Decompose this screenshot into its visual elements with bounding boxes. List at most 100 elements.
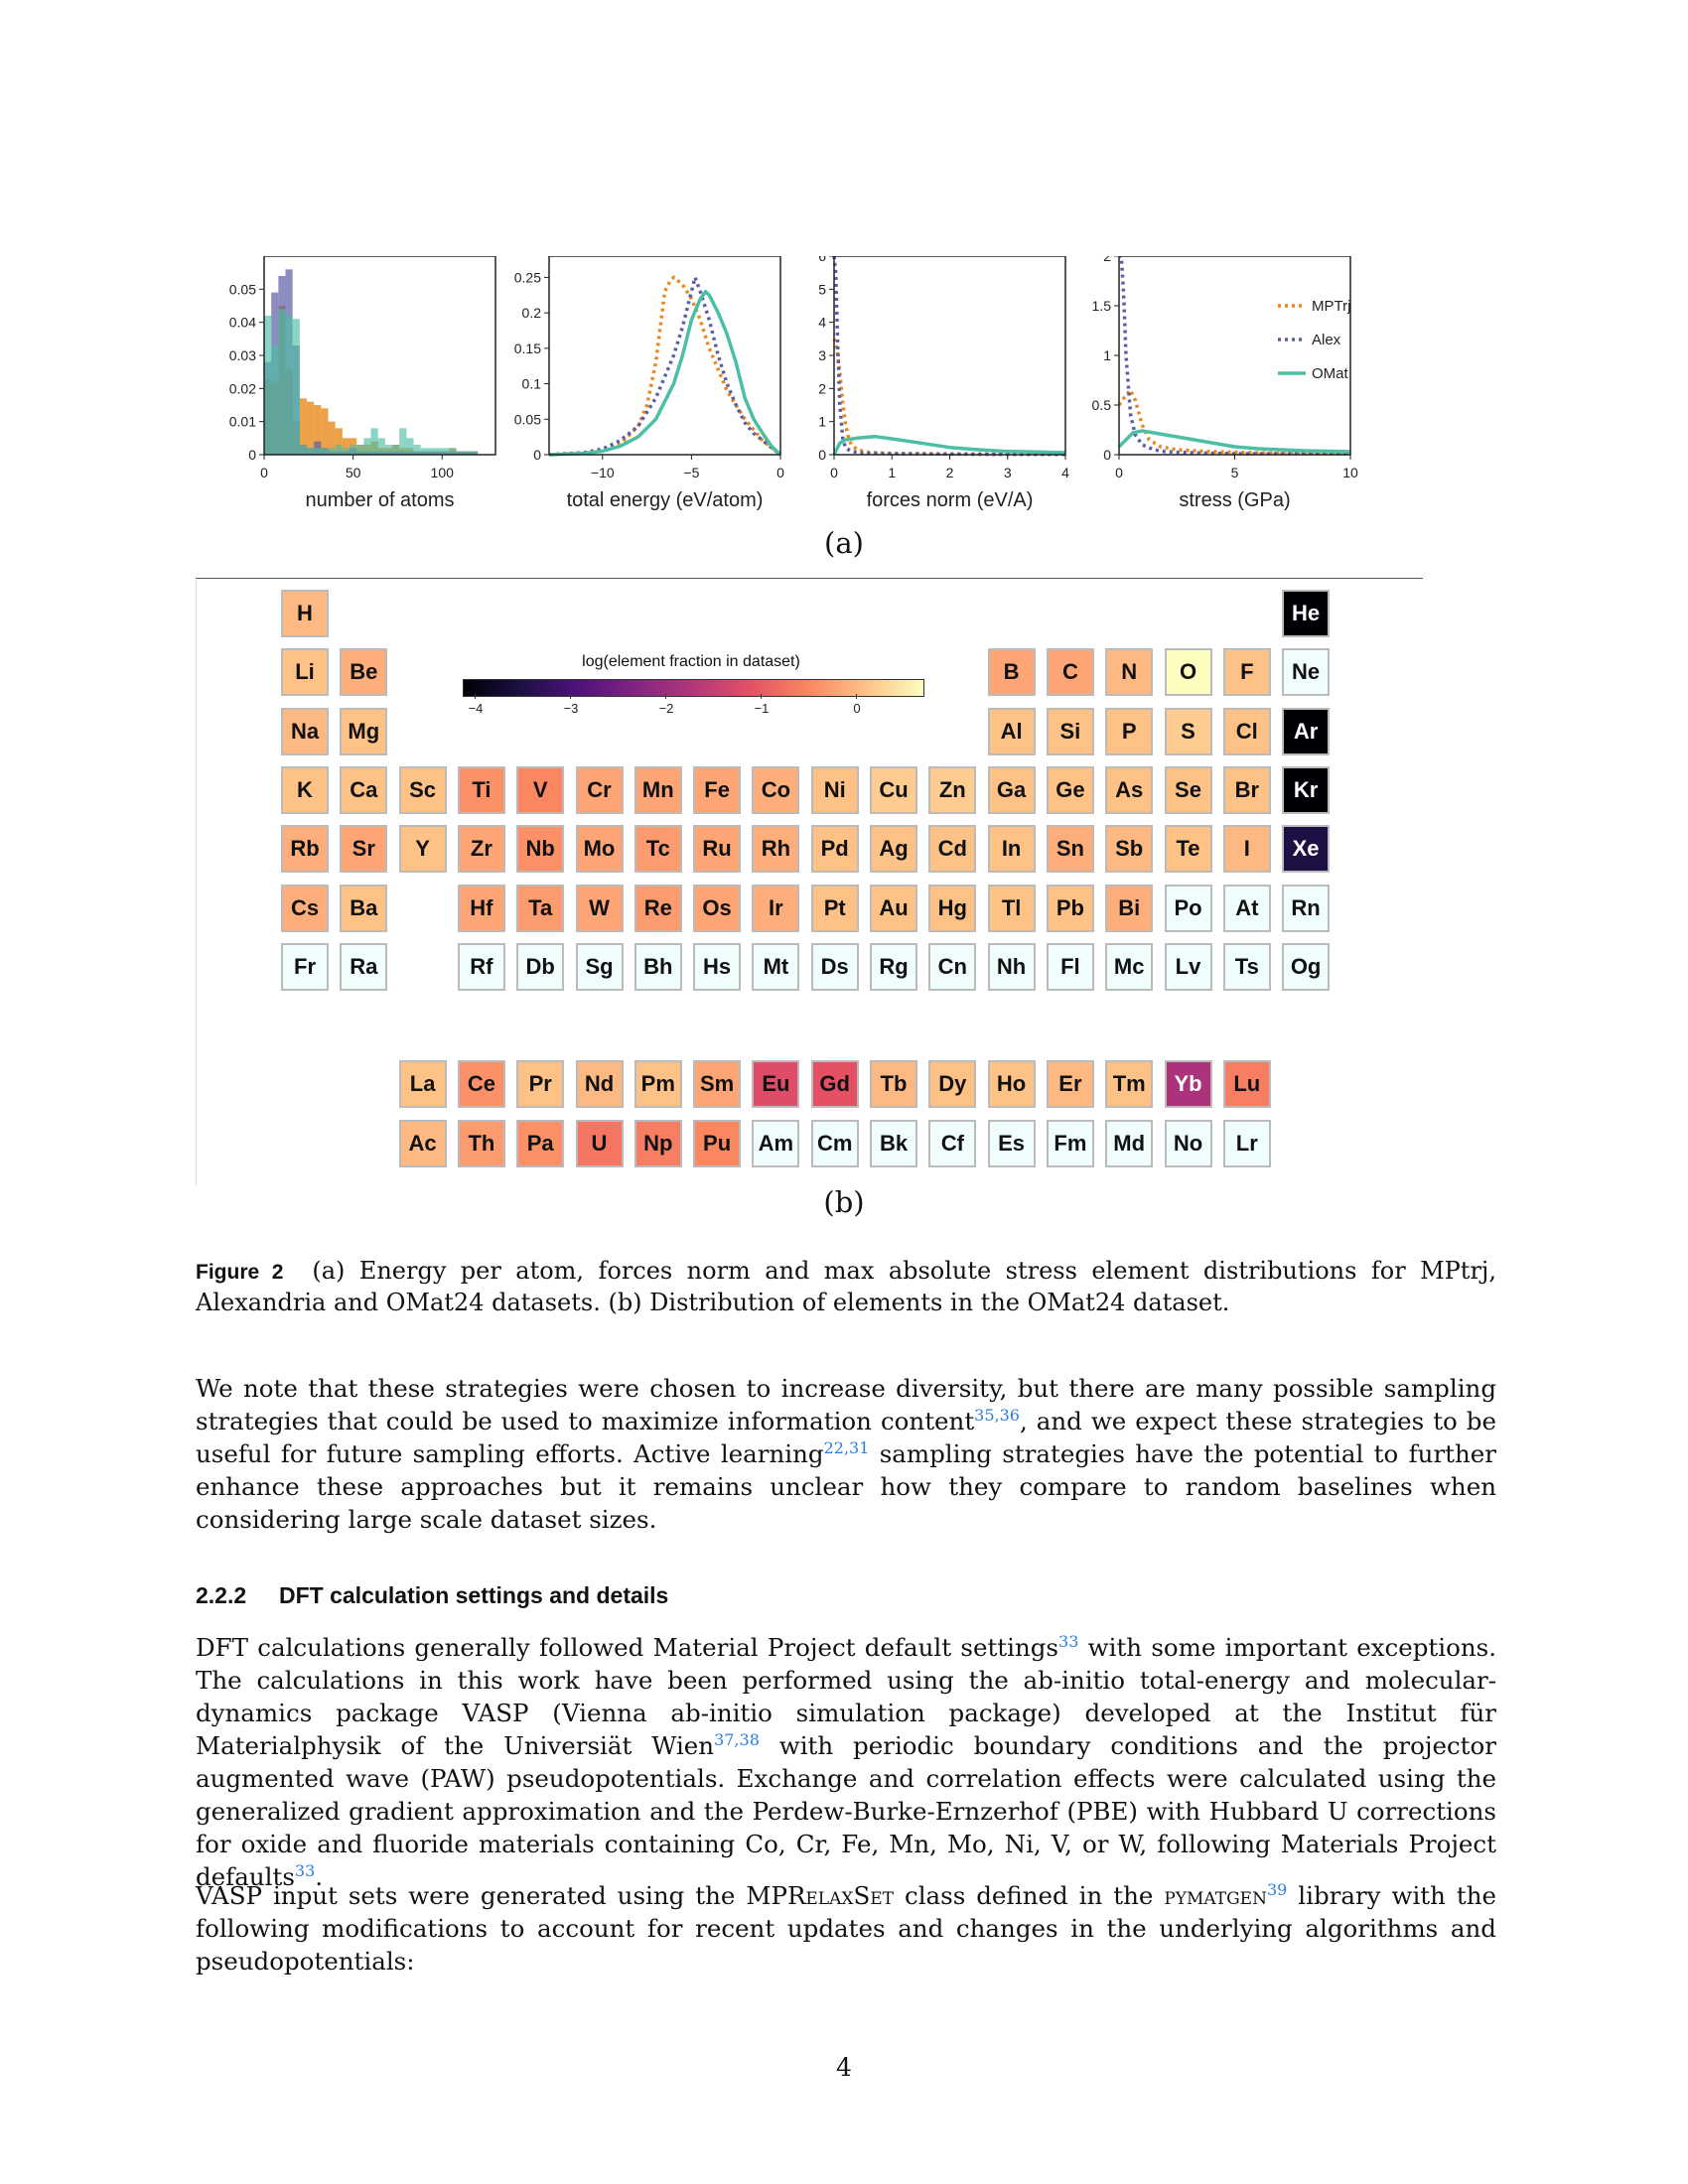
figure-b-label: (b)	[823, 1185, 865, 1219]
series-line-omat	[832, 434, 1066, 456]
element-cell-sn: Sn	[1046, 825, 1094, 874]
element-cell-ir: Ir	[752, 884, 800, 932]
colorbar-tick: −4	[456, 694, 495, 716]
y-tick-label: 1.5	[1092, 298, 1112, 314]
citation-link[interactable]: 37,38	[714, 1730, 760, 1749]
hist-bar-omat	[377, 438, 385, 455]
hist-bar-omat	[392, 445, 400, 455]
x-tick-label: 0	[776, 465, 784, 480]
element-cell-o: O	[1164, 648, 1212, 697]
hist-bar-omat	[342, 448, 351, 455]
element-cell-hg: Hg	[928, 884, 977, 932]
hist-bar-omat	[399, 428, 407, 455]
y-tick-label: 0.1	[522, 376, 542, 392]
citation-link[interactable]: 22,31	[823, 1438, 870, 1457]
element-cell-nh: Nh	[987, 942, 1036, 991]
colorbar	[463, 679, 924, 697]
element-cell-nd: Nd	[575, 1060, 624, 1109]
element-cell-sb: Sb	[1105, 825, 1154, 874]
periodic-table-heatmap: log(element fraction in dataset) −4 −3 −…	[196, 580, 1424, 1185]
element-cell-lv: Lv	[1164, 942, 1212, 991]
y-tick-label: 0	[533, 447, 541, 463]
x-axis-label: number of atoms	[305, 489, 454, 511]
element-cell-w: W	[575, 884, 624, 932]
citation-link[interactable]: 33	[294, 1861, 316, 1880]
element-cell-u: U	[575, 1119, 624, 1167]
text: , and we expect these strategies to be u…	[196, 1407, 1496, 1468]
hist-bar-omat	[456, 451, 464, 455]
element-cell-pt: Pt	[810, 884, 859, 932]
hist-bar-omat	[420, 448, 428, 455]
element-cell-rg: Rg	[870, 942, 917, 991]
y-tick-label: 0.5	[1092, 397, 1112, 413]
citation-link[interactable]: 33	[1058, 1632, 1079, 1651]
element-cell-s: S	[1164, 707, 1212, 755]
element-cell-fm: Fm	[1046, 1119, 1094, 1167]
element-cell-cm: Cm	[810, 1119, 859, 1167]
element-cell-md: Md	[1105, 1119, 1154, 1167]
element-cell-sc: Sc	[398, 765, 447, 814]
element-cell-ca: Ca	[340, 765, 388, 814]
element-cell-li: Li	[281, 648, 329, 697]
element-cell-k: K	[281, 765, 329, 814]
element-cell-ga: Ga	[987, 765, 1036, 814]
element-cell-fe: Fe	[693, 765, 742, 814]
x-tick-label: 2	[946, 465, 954, 480]
element-cell-lu: Lu	[1222, 1060, 1271, 1109]
element-cell-ti: Ti	[457, 765, 505, 814]
y-tick-label: 2	[1103, 256, 1111, 264]
series-line-alex	[832, 256, 1065, 457]
element-cell-re: Re	[633, 884, 682, 932]
x-tick-label: −10	[591, 465, 615, 480]
library-name: pymatgen	[1164, 1881, 1267, 1910]
element-cell-eu: Eu	[752, 1060, 800, 1109]
element-cell-mt: Mt	[752, 942, 800, 991]
hist-bar-omat	[384, 445, 393, 455]
element-cell-tl: Tl	[987, 884, 1036, 932]
element-cell-co: Co	[752, 765, 800, 814]
element-cell-si: Si	[1046, 707, 1094, 755]
hist-bar-omat	[370, 428, 378, 455]
legend-label: MPTrj	[1312, 298, 1350, 315]
legend-label: Alex	[1312, 332, 1341, 348]
series-line-omat	[548, 289, 782, 457]
element-cell-b: B	[987, 648, 1036, 697]
y-tick-label: 3	[818, 347, 826, 363]
element-cell-la: La	[398, 1060, 447, 1109]
colorbar-title: log(element fraction in dataset)	[582, 653, 800, 670]
x-tick-label: 100	[431, 465, 455, 480]
element-cell-rn: Rn	[1282, 884, 1331, 932]
x-tick-label: 1	[888, 465, 896, 480]
text: We note that these strategies were chose…	[196, 1374, 1496, 1435]
element-cell-al: Al	[987, 707, 1036, 755]
element-cell-au: Au	[870, 884, 917, 932]
element-cell-rb: Rb	[281, 825, 329, 874]
hist-bar-mptrj	[299, 398, 308, 455]
citation-link[interactable]: 35,36	[974, 1406, 1020, 1425]
element-cell-cs: Cs	[281, 884, 329, 932]
colorbar-tick: −2	[646, 694, 686, 716]
element-cell-v: V	[516, 765, 565, 814]
hist-bar-omat	[463, 451, 471, 455]
hist-bar-omat	[314, 448, 322, 455]
series-line-omat	[1117, 429, 1351, 454]
element-cell-cr: Cr	[575, 765, 624, 814]
hist-bar-omat	[321, 448, 329, 455]
section-title: DFT calculation settings and details	[279, 1582, 669, 1608]
element-cell-mn: Mn	[633, 765, 682, 814]
element-cell-mg: Mg	[340, 707, 388, 755]
citation-link[interactable]: 39	[1266, 1880, 1288, 1899]
series-line-mptrj	[548, 275, 782, 457]
figure-a-label: (a)	[824, 526, 864, 560]
element-cell-ne: Ne	[1282, 648, 1331, 697]
element-cell-ts: Ts	[1222, 942, 1271, 991]
element-cell-np: Np	[633, 1119, 682, 1167]
element-cell-cl: Cl	[1222, 707, 1271, 755]
element-cell-yb: Yb	[1164, 1060, 1212, 1109]
page-number: 4	[836, 2053, 852, 2082]
colorbar-tick: −1	[742, 694, 781, 716]
element-cell-am: Am	[752, 1119, 800, 1167]
element-cell-na: Na	[281, 707, 329, 755]
y-tick-label: 0.02	[229, 380, 256, 396]
